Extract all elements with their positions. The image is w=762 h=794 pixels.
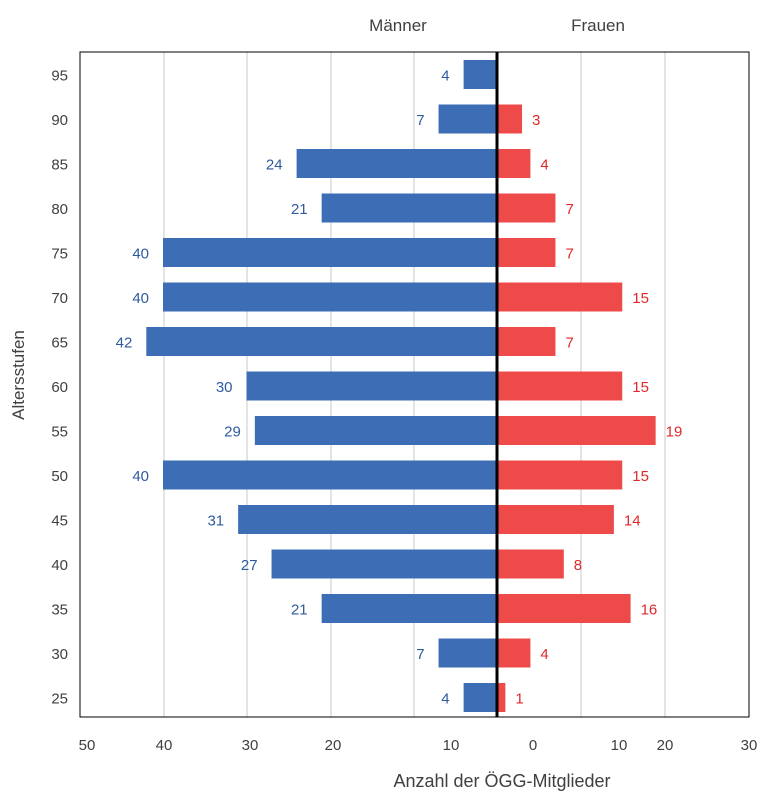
y-tick-label: 65	[51, 335, 68, 352]
plot-area-border	[79, 51, 750, 718]
bar-women-30	[497, 638, 531, 668]
data-label-men-85: 24	[266, 157, 283, 174]
y-axis-title: Altersstufen	[9, 330, 28, 420]
bar-men-65	[146, 327, 498, 356]
data-label-men-95: 4	[441, 68, 449, 85]
data-label-men-75: 40	[132, 246, 149, 263]
bar-women-85	[497, 149, 531, 178]
y-tick-label: 55	[51, 424, 68, 441]
legend-men-label: Männer	[369, 16, 427, 35]
y-tick-label: 25	[51, 691, 68, 708]
bar-women-25	[497, 683, 506, 712]
data-label-women-65: 7	[565, 335, 573, 352]
data-label-women-50: 15	[632, 468, 649, 485]
y-tick-label: 50	[51, 468, 68, 485]
bar-women-70	[497, 282, 623, 312]
bar-men-35	[321, 594, 497, 623]
data-label-women-30: 4	[540, 646, 548, 663]
data-label-men-60: 30	[216, 379, 233, 396]
bar-women-40	[497, 549, 564, 579]
data-label-men-25: 4	[441, 691, 449, 708]
bar-men-80	[321, 193, 497, 223]
bar-women-50	[497, 460, 623, 490]
data-label-men-55: 29	[224, 424, 241, 441]
data-label-men-80: 21	[291, 201, 308, 218]
y-tick-label: 85	[51, 157, 68, 174]
data-label-women-45: 14	[624, 513, 641, 530]
x-tick-label: 20	[325, 737, 342, 754]
y-tick-label: 75	[51, 246, 68, 263]
bar-women-35	[497, 594, 631, 623]
y-tick-label: 90	[51, 112, 68, 129]
bar-women-65	[497, 327, 556, 356]
data-label-women-90: 3	[532, 112, 540, 129]
x-tick-label: 20	[657, 737, 674, 754]
y-tick-labels: 95 90 85 80 75 70 65 60 55 50 45 40 35 30 25	[51, 68, 68, 708]
data-label-women-35: 16	[641, 602, 658, 619]
bar-women-45	[497, 505, 614, 534]
data-label-men-50: 40	[132, 468, 149, 485]
bar-men-60	[246, 371, 497, 401]
x-tick-label: 50	[79, 737, 96, 754]
y-tick-label: 60	[51, 379, 68, 396]
x-tick-label: 30	[242, 737, 259, 754]
bars	[146, 60, 656, 712]
x-tick-label: 40	[156, 737, 173, 754]
data-label-women-60: 15	[632, 379, 649, 396]
bar-women-75	[497, 238, 556, 267]
y-tick-label: 70	[51, 290, 68, 307]
bar-women-60	[497, 371, 623, 401]
y-tick-label: 95	[51, 68, 68, 85]
x-axis-title: Anzahl der ÖGG-Mitglieder	[393, 771, 610, 791]
data-label-men-90: 7	[416, 112, 424, 129]
data-label-men-35: 21	[291, 602, 308, 619]
bar-men-25	[463, 683, 497, 712]
bar-men-75	[163, 238, 497, 267]
y-tick-label: 45	[51, 513, 68, 530]
data-label-men-65: 42	[116, 335, 133, 352]
bar-men-50	[163, 460, 497, 490]
y-tick-label: 30	[51, 646, 68, 663]
bar-men-95	[463, 60, 497, 89]
x-tick-label: 0	[529, 737, 537, 754]
data-label-women-85: 4	[540, 157, 548, 174]
x-tick-labels: 50 40 30 20 10 0 10 20 30	[79, 737, 758, 754]
bar-men-85	[296, 149, 497, 178]
bar-men-40	[271, 549, 497, 579]
bar-women-80	[497, 193, 556, 223]
bar-men-55	[254, 416, 497, 445]
data-label-women-80: 7	[565, 201, 573, 218]
data-label-women-25: 1	[515, 691, 523, 708]
data-label-women-40: 8	[574, 557, 582, 574]
bar-men-45	[238, 505, 497, 534]
bar-women-55	[497, 416, 656, 445]
bar-men-90	[438, 104, 497, 134]
data-label-women-75: 7	[565, 246, 573, 263]
legend-women-label: Frauen	[571, 16, 625, 35]
data-label-men-40: 27	[241, 557, 258, 574]
data-label-women-70: 15	[632, 290, 649, 307]
x-tick-label: 10	[443, 737, 460, 754]
y-tick-label: 35	[51, 602, 68, 619]
bar-men-70	[163, 282, 497, 312]
bar-men-30	[438, 638, 497, 668]
data-label-women-55: 19	[666, 424, 683, 441]
x-tick-label: 10	[611, 737, 628, 754]
data-label-men-30: 7	[416, 646, 424, 663]
bar-women-90	[497, 104, 523, 134]
x-tick-label: 30	[741, 737, 758, 754]
data-label-men-70: 40	[132, 290, 149, 307]
y-tick-label: 40	[51, 557, 68, 574]
y-tick-label: 80	[51, 201, 68, 218]
data-label-men-45: 31	[207, 513, 224, 530]
